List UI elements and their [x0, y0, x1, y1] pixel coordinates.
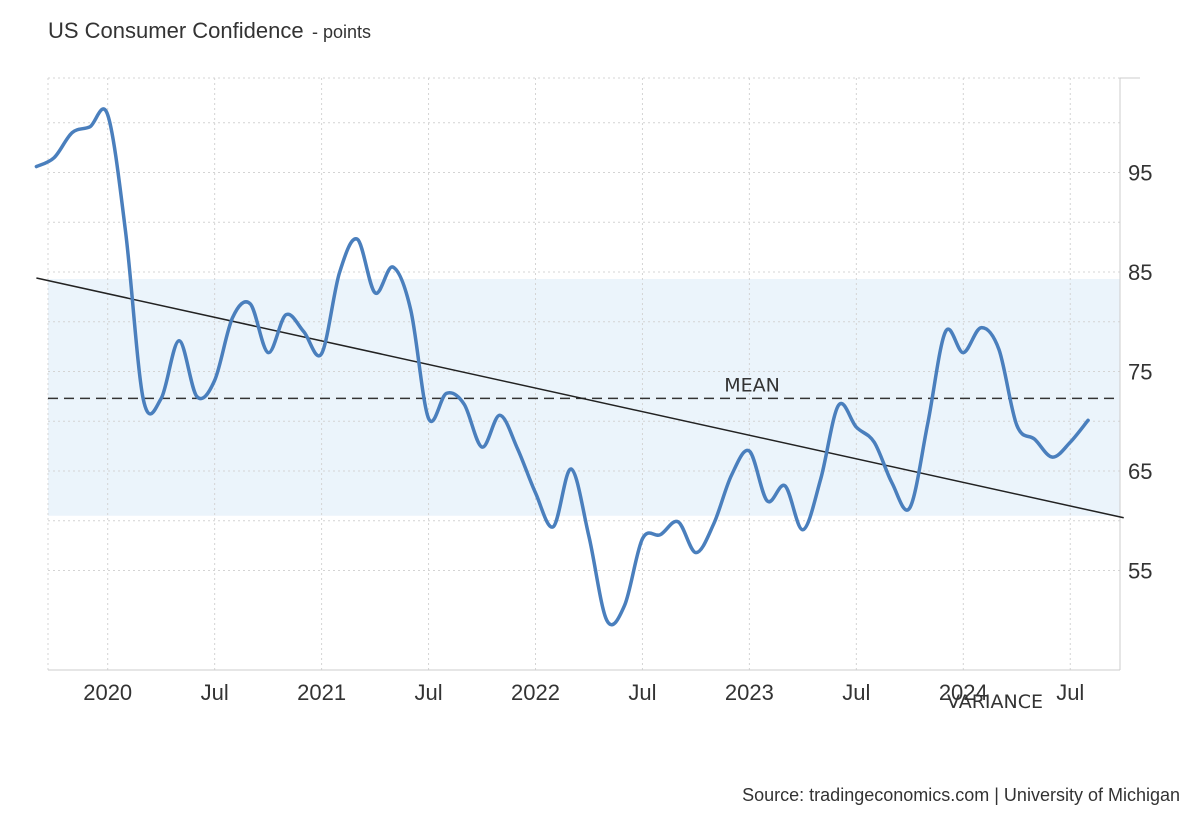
- x-tick-label-2024-07: Jul: [1056, 680, 1084, 705]
- variance-label: VARIANCE: [947, 691, 1043, 713]
- series-line: [34, 107, 1090, 627]
- chart-title-text: US Consumer Confidence: [48, 18, 304, 43]
- x-tick-label-2022-01: 2022: [511, 680, 560, 705]
- y-tick-label-65: 65: [1128, 459, 1152, 484]
- x-tick-label-2021-01: 2021: [297, 680, 346, 705]
- trend-line: [36, 277, 1124, 519]
- x-tick-label-2023-07: Jul: [842, 680, 870, 705]
- x-tick-label-2022-07: Jul: [628, 680, 656, 705]
- y-tick-label-85: 85: [1128, 260, 1152, 285]
- x-tick-label-2024-01: 2024: [939, 680, 988, 705]
- variance-band: [48, 278, 1120, 516]
- source-note: Source: tradingeconomics.com | Universit…: [742, 785, 1180, 805]
- y-tick-label-55: 55: [1128, 559, 1152, 584]
- mean-label: MEAN: [724, 374, 780, 396]
- line-chart: MEAN 55 65 75 85 95 2020 Jul 2021 Jul 2022 Jul 2023 J…: [34, 77, 1152, 713]
- y-tick-label-95: 95: [1128, 161, 1152, 186]
- chart-subtitle: - points: [312, 22, 372, 42]
- y-tick-label-75: 75: [1128, 360, 1152, 385]
- x-tick-label-2020-07: Jul: [201, 680, 229, 705]
- chart-title: US Consumer Confidence - points: [48, 18, 371, 44]
- x-tick-label-2021-07: Jul: [414, 680, 442, 705]
- x-tick-label-2023-01: 2023: [725, 680, 774, 705]
- x-tick-label-2020-01: 2020: [83, 680, 132, 705]
- vertical-gridlines: [47, 78, 1071, 670]
